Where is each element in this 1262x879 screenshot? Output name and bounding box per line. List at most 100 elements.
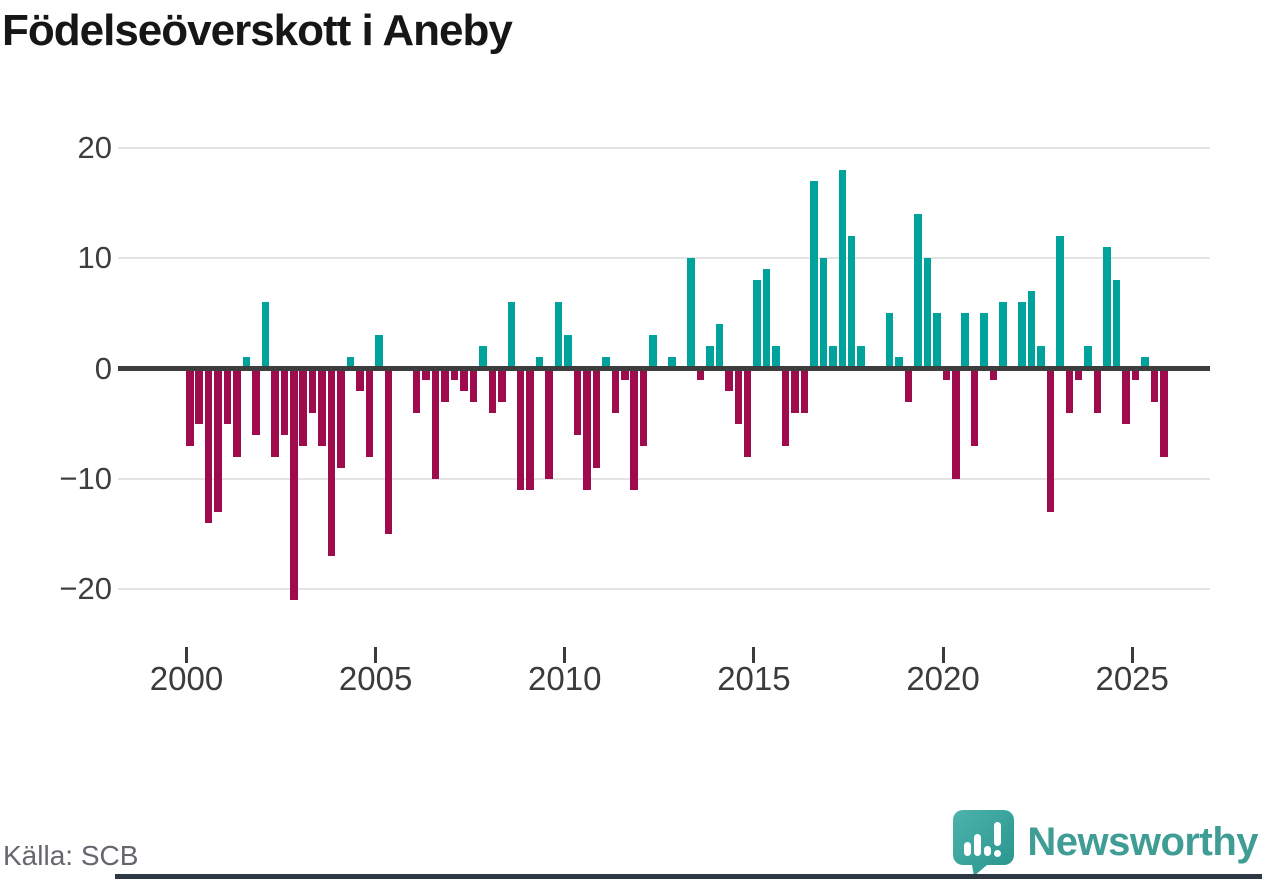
- bar-2013-q4: [706, 346, 714, 369]
- bar-2016-q3: [810, 180, 818, 369]
- bar-2008-q1: [488, 368, 497, 413]
- x-axis-label: 2025: [1095, 660, 1169, 697]
- bar-2025-q4: [1160, 368, 1168, 457]
- bar-2022-q1: [1018, 302, 1026, 369]
- gridline: [118, 146, 1210, 149]
- bar-2000-q4: [214, 368, 222, 512]
- bar-2022-q3: [1037, 346, 1045, 369]
- bar-2006-q2: [422, 368, 430, 380]
- bar-2012-q2: [649, 335, 657, 369]
- bar-2003-q2: [308, 368, 317, 413]
- bar-2003-q4: [327, 368, 336, 556]
- bar-2008-q2: [498, 368, 506, 402]
- bar-2006-q4: [441, 368, 449, 402]
- brand-logo: Newsworthy: [952, 808, 1258, 876]
- bar-2017-q1: [829, 346, 837, 369]
- gridline: [118, 477, 1210, 480]
- bar-2010-q4: [592, 368, 601, 468]
- bar-2005-q2: [384, 368, 393, 534]
- bar-2020-q3: [961, 313, 969, 369]
- chart-title: Födelseöverskott i Aneby: [2, 6, 513, 55]
- bar-2020-q4: [970, 368, 979, 446]
- bar-2004-q3: [356, 368, 364, 391]
- x-axis-tick: [941, 647, 945, 663]
- brand-name: Newsworthy: [1027, 819, 1258, 864]
- bar-2013-q2: [687, 258, 695, 369]
- bar-2004-q1: [337, 368, 345, 468]
- bar-2022-q4: [1046, 368, 1055, 512]
- x-axis-label: 2000: [149, 660, 224, 697]
- bar-2001-q2: [233, 368, 241, 457]
- bar-2024-q1: [1093, 368, 1102, 413]
- bar-2025-q3: [1150, 368, 1159, 402]
- bar-2016-q4: [819, 258, 828, 369]
- x-axis-tick: [752, 647, 756, 663]
- bar-2011-q2: [611, 368, 620, 413]
- bar-2020-q2: [952, 368, 960, 479]
- bar-2023-q4: [1084, 346, 1092, 369]
- bar-2007-q2: [460, 368, 468, 391]
- bar-2020-q1: [942, 368, 951, 380]
- bar-2010-q1: [564, 335, 572, 369]
- bar-2000-q3: [204, 368, 213, 523]
- bar-2018-q4: [895, 357, 903, 369]
- bar-2003-q3: [318, 368, 326, 446]
- bar-2001-q3: [242, 357, 251, 369]
- bar-2023-q2: [1065, 368, 1073, 413]
- bar-2019-q4: [933, 313, 941, 369]
- bar-2024-q2: [1103, 247, 1111, 369]
- x-axis-label: 2020: [906, 660, 980, 697]
- bar-2018-q3: [885, 313, 894, 369]
- bar-2021-q3: [999, 302, 1007, 369]
- bar-2005-q1: [375, 335, 383, 369]
- bar-2008-q3: [507, 302, 516, 369]
- bar-2006-q3: [431, 368, 440, 479]
- bar-2017-q4: [857, 346, 865, 369]
- bar-2014-q3: [734, 368, 742, 424]
- bar-2025-q1: [1131, 368, 1140, 380]
- bar-2012-q4: [668, 357, 676, 369]
- bar-2009-q1: [526, 368, 534, 490]
- bar-2015-q4: [781, 368, 790, 446]
- bar-2002-q3: [280, 368, 289, 435]
- bar-2009-q2: [535, 357, 544, 369]
- bar-2007-q4: [479, 346, 487, 369]
- x-axis-tick: [185, 647, 188, 663]
- bar-2002-q1: [261, 302, 270, 369]
- bar-2014-q2: [725, 368, 733, 391]
- bar-2010-q3: [583, 368, 591, 490]
- bar-2024-q3: [1112, 280, 1121, 369]
- bar-2010-q2: [573, 368, 582, 435]
- bar-2002-q2: [271, 368, 279, 457]
- bar-2023-q1: [1056, 236, 1064, 369]
- bar-2023-q3: [1074, 368, 1083, 380]
- y-axis-label: 0: [94, 350, 112, 386]
- bar-2009-q3: [545, 368, 553, 479]
- bar-2011-q1: [602, 357, 610, 369]
- x-axis-label: 2015: [717, 660, 791, 697]
- bar-2004-q2: [346, 357, 355, 369]
- source-label: Källa: SCB: [3, 840, 139, 871]
- bar-2013-q3: [696, 368, 705, 380]
- y-axis-label: 10: [77, 240, 112, 276]
- bar-2014-q4: [743, 368, 752, 457]
- bar-2011-q4: [630, 368, 638, 490]
- bar-2008-q4: [516, 368, 525, 490]
- bar-2017-q2: [838, 169, 847, 369]
- bar-2021-q1: [980, 313, 988, 369]
- newsworthy-speech-bubble-chart-icon: [952, 809, 1015, 876]
- x-axis-tick: [563, 647, 567, 663]
- y-axis-label: 20: [77, 129, 112, 165]
- bar-2017-q3: [847, 236, 856, 369]
- bar-2016-q2: [800, 368, 809, 413]
- bar-2007-q3: [469, 368, 478, 402]
- bar-2001-q4: [252, 368, 260, 435]
- bar-2003-q1: [299, 368, 307, 446]
- bar-2015-q3: [772, 346, 780, 369]
- x-axis-tick: [1130, 647, 1134, 663]
- bar-2024-q4: [1122, 368, 1130, 424]
- bar-2000-q2: [195, 368, 203, 424]
- bar-2006-q1: [412, 368, 421, 413]
